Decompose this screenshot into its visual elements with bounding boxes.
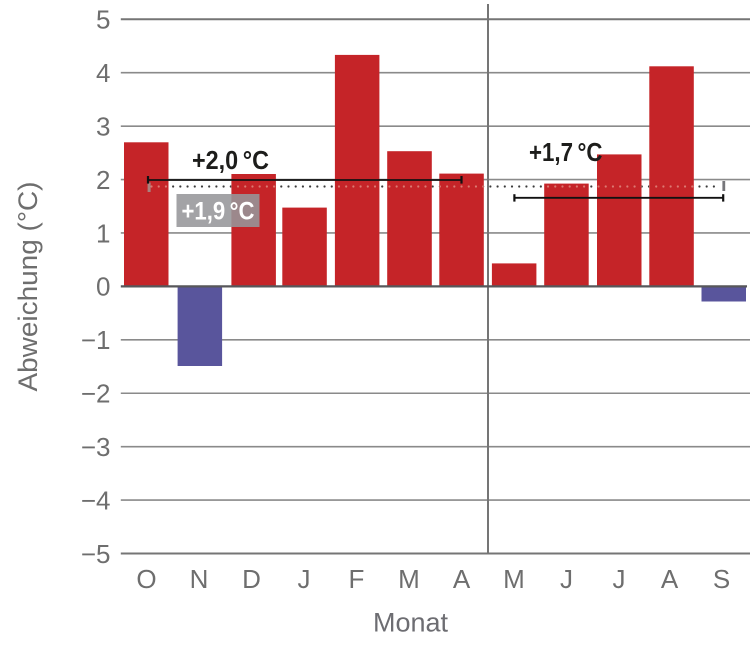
svg-text:A: A <box>661 564 679 594</box>
svg-text:3: 3 <box>96 111 110 141</box>
svg-text:D: D <box>242 564 261 594</box>
svg-text:2: 2 <box>96 165 110 195</box>
svg-text:F: F <box>349 564 365 594</box>
svg-text:M: M <box>398 564 420 594</box>
svg-text:J: J <box>560 564 573 594</box>
svg-text:−5: −5 <box>81 539 111 569</box>
svg-text:+2,0 °C: +2,0 °C <box>192 145 269 175</box>
svg-text:−2: −2 <box>81 379 111 409</box>
svg-text:J: J <box>298 564 311 594</box>
svg-text:5: 5 <box>96 5 110 35</box>
svg-text:−4: −4 <box>81 485 111 515</box>
svg-text:+1,9 °C: +1,9 °C <box>182 198 255 226</box>
svg-text:1: 1 <box>96 218 110 248</box>
svg-text:S: S <box>713 564 730 594</box>
svg-text:M: M <box>503 564 525 594</box>
svg-text:4: 4 <box>96 58 110 88</box>
svg-text:J: J <box>613 564 626 594</box>
svg-text:0: 0 <box>96 272 110 302</box>
svg-text:O: O <box>136 564 156 594</box>
svg-text:−1: −1 <box>81 325 111 355</box>
svg-text:+1,7 °C: +1,7 °C <box>529 137 603 167</box>
svg-text:Abweichung (°C): Abweichung (°C) <box>13 182 43 392</box>
svg-text:N: N <box>190 564 209 594</box>
svg-text:Monat: Monat <box>373 608 449 638</box>
svg-text:−3: −3 <box>81 432 111 462</box>
svg-text:A: A <box>453 564 471 594</box>
